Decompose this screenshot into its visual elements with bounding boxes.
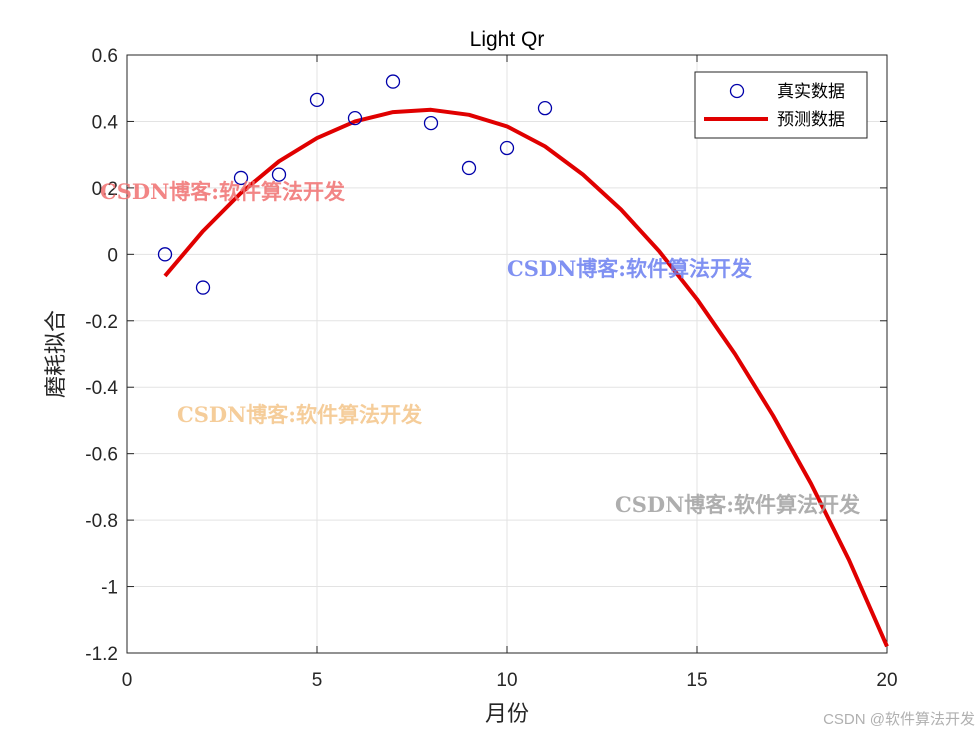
y-tick-label: -0.2 bbox=[85, 312, 118, 333]
actual-data-point bbox=[385, 74, 401, 89]
actual-data-point bbox=[233, 170, 249, 186]
legend-label-actual: 真实数据 bbox=[777, 82, 845, 102]
y-tick-label: -0.6 bbox=[85, 445, 118, 466]
y-tick-label: -0.4 bbox=[85, 378, 118, 399]
x-tick-label: 10 bbox=[496, 670, 517, 691]
prediction-line bbox=[163, 107, 889, 648]
y-tick-label: 0.4 bbox=[92, 112, 119, 133]
x-axis-label: 月份 bbox=[485, 702, 529, 727]
actual-data-point bbox=[271, 167, 287, 182]
y-tick-label: -1 bbox=[101, 578, 118, 599]
x-tick-label: 5 bbox=[312, 670, 323, 691]
legend: 真实数据 预测数据 bbox=[694, 71, 868, 139]
y-tick-labels: -1.2 -1 -0.8 -0.6 -0.4 -0.2 0 0.2 0.4 0.6 bbox=[85, 46, 118, 665]
y-tick-label: -1.2 bbox=[85, 644, 118, 665]
y-tick-label: 0 bbox=[107, 245, 118, 266]
credit-text: CSDN @软件算法开发 bbox=[823, 710, 975, 728]
y-tick-label: -0.8 bbox=[85, 511, 118, 532]
y-tick-label: 0.2 bbox=[92, 179, 118, 200]
y-tick-label: 0.6 bbox=[92, 46, 118, 67]
grid bbox=[127, 55, 887, 653]
actual-data-point bbox=[537, 101, 553, 116]
x-tick-label: 0 bbox=[122, 670, 133, 691]
actual-data-point bbox=[309, 92, 325, 107]
watermark-2: CSDN博客:软件算法开发 bbox=[507, 256, 753, 281]
watermark-4: CSDN博客:软件算法开发 bbox=[615, 492, 861, 517]
actual-series bbox=[157, 74, 553, 295]
legend-box bbox=[694, 71, 868, 139]
actual-data-point bbox=[157, 247, 173, 262]
actual-data-point bbox=[461, 160, 477, 176]
x-tick-labels: 0 5 10 15 20 bbox=[122, 670, 898, 691]
legend-marker-actual bbox=[729, 83, 745, 99]
x-tick-label: 15 bbox=[686, 670, 707, 691]
watermark-1: CSDN博客:软件算法开发 bbox=[100, 179, 346, 204]
actual-data-point bbox=[423, 115, 439, 131]
legend-label-prediction: 预测数据 bbox=[777, 110, 845, 130]
x-tick-label: 20 bbox=[876, 670, 897, 691]
ticks bbox=[126, 54, 888, 654]
chart-title: Light Qr bbox=[470, 28, 545, 51]
actual-data-point bbox=[347, 110, 363, 126]
watermark-3: CSDN博客:软件算法开发 bbox=[177, 402, 423, 427]
prediction-series bbox=[163, 107, 889, 648]
y-axis-label: 磨耗拟合 bbox=[44, 310, 69, 398]
actual-data-point bbox=[195, 280, 211, 295]
actual-data-point bbox=[499, 140, 515, 156]
